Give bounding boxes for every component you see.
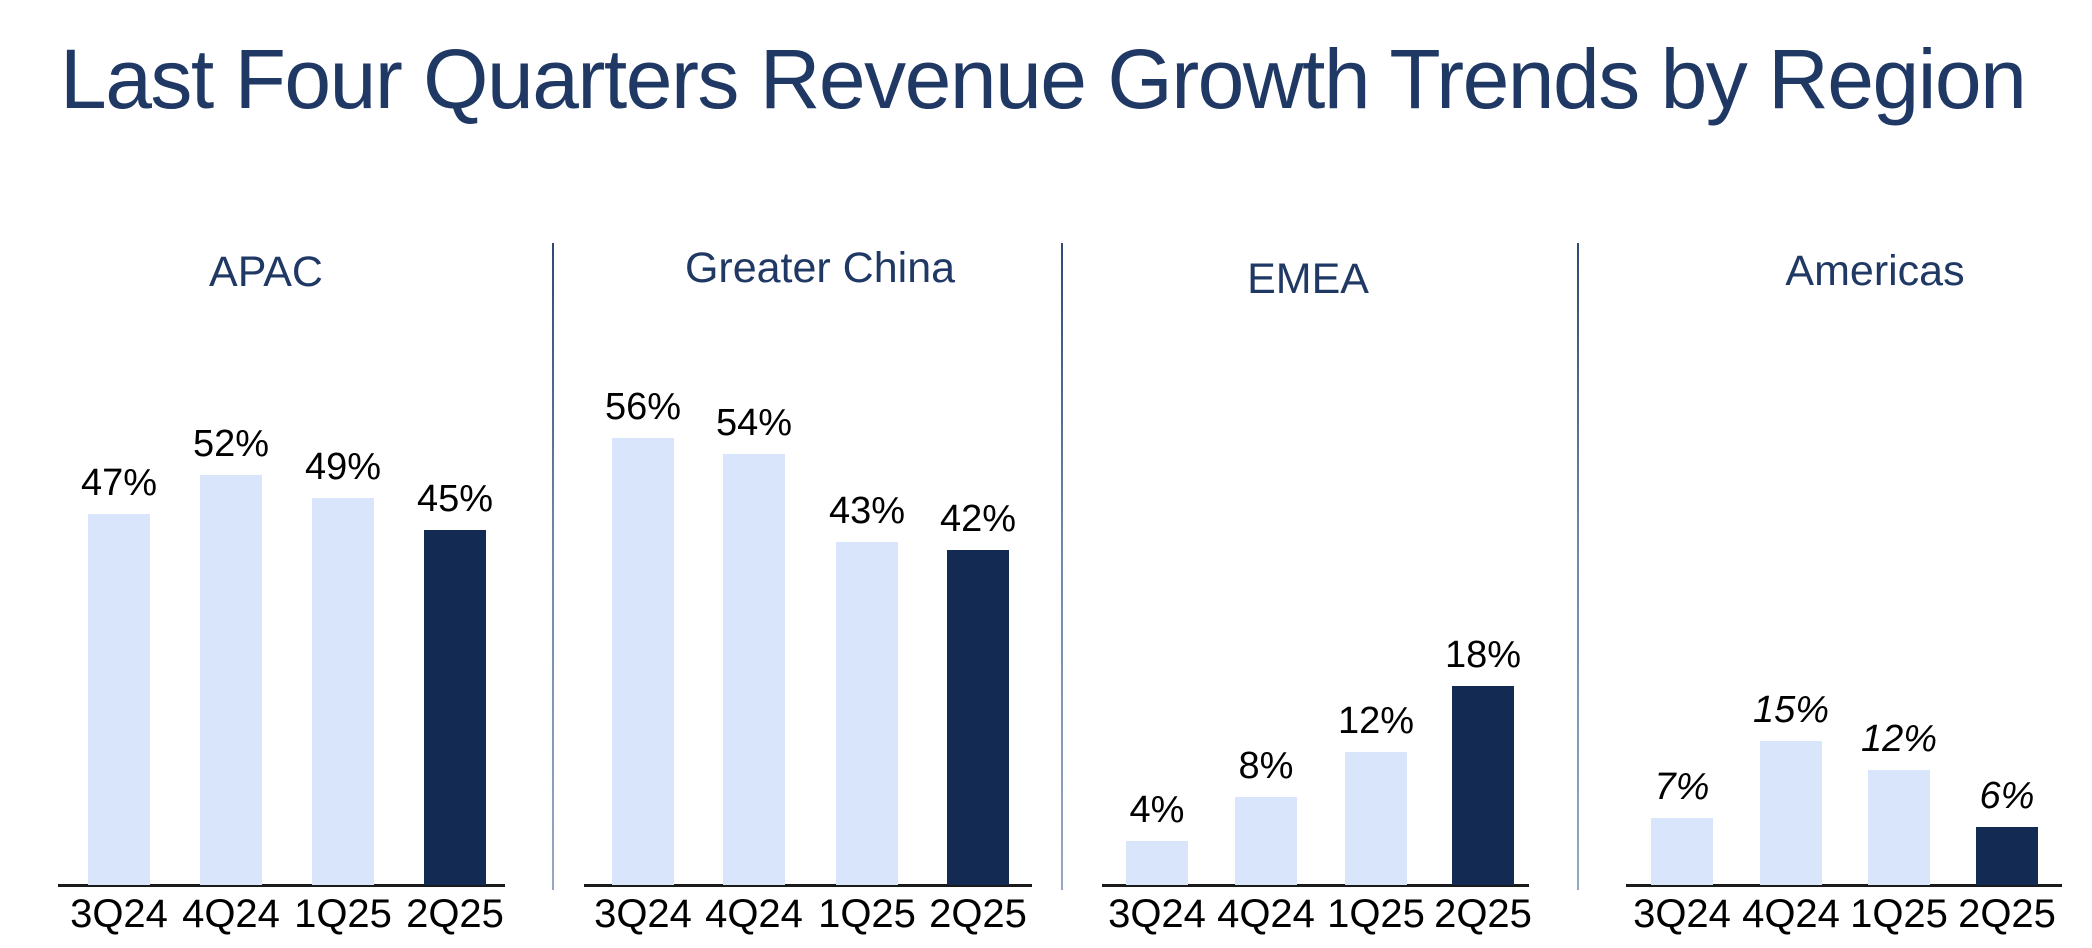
bar-value-label-apac-2q25: 45% [416, 478, 494, 521]
bar-emea-1q25 [1345, 752, 1407, 885]
bar-apac-1q25 [312, 498, 374, 885]
panel-title-apac: APAC [209, 248, 323, 296]
axis-category-label-emea-3q24: 3Q24 [1108, 892, 1206, 936]
bar-americas-1q25 [1868, 770, 1930, 885]
axis-category-label-apac-3q24: 3Q24 [70, 892, 168, 936]
axis-category-label-apac-2q25: 2Q25 [406, 892, 504, 936]
bar-value-label-americas-3q24: 7% [1654, 766, 1710, 809]
bar-emea-4q24 [1235, 797, 1297, 885]
axis-category-label-greater-china-4q24: 4Q24 [705, 892, 803, 936]
bar-value-label-americas-1q25: 12% [1860, 718, 1938, 761]
axis-category-label-apac-1q25: 1Q25 [294, 892, 392, 936]
axis-category-label-americas-4q24: 4Q24 [1742, 892, 1840, 936]
panel-title-greater-china: Greater China [684, 244, 956, 292]
bar-greater-china-1q25 [836, 542, 898, 885]
axis-line-greater-china [584, 884, 1032, 887]
slide-title: Last Four Quarters Revenue Growth Trends… [60, 32, 2027, 126]
axis-category-label-americas-1q25: 1Q25 [1850, 892, 1948, 936]
bar-value-label-greater-china-4q24: 54% [715, 402, 793, 445]
bar-value-label-apac-1q25: 49% [304, 446, 382, 489]
bar-value-label-americas-2q25: 6% [1979, 775, 2035, 818]
bar-value-label-greater-china-3q24: 56% [604, 386, 682, 429]
axis-category-label-apac-4q24: 4Q24 [182, 892, 280, 936]
bar-apac-4q24 [200, 475, 262, 885]
axis-category-label-greater-china-1q25: 1Q25 [818, 892, 916, 936]
bar-americas-2q25 [1976, 827, 2038, 885]
bar-value-label-emea-2q25: 18% [1444, 634, 1522, 677]
bar-apac-3q24 [88, 514, 150, 885]
bar-apac-2q25 [424, 530, 486, 885]
bar-value-label-greater-china-1q25: 43% [828, 490, 906, 533]
panel-title-americas: Americas [1785, 247, 1965, 295]
axis-category-label-emea-1q25: 1Q25 [1327, 892, 1425, 936]
axis-category-label-emea-4q24: 4Q24 [1217, 892, 1315, 936]
axis-line-emea [1102, 884, 1529, 887]
bar-americas-3q24 [1651, 818, 1713, 885]
bar-value-label-emea-1q25: 12% [1337, 700, 1415, 743]
bar-value-label-greater-china-2q25: 42% [939, 498, 1017, 541]
bar-emea-2q25 [1452, 686, 1514, 885]
bar-value-label-emea-3q24: 4% [1129, 789, 1185, 832]
panel-divider [552, 243, 554, 890]
bar-value-label-americas-4q24: 15% [1752, 689, 1830, 732]
axis-category-label-greater-china-2q25: 2Q25 [929, 892, 1027, 936]
bar-emea-3q24 [1126, 841, 1188, 885]
axis-category-label-americas-3q24: 3Q24 [1633, 892, 1731, 936]
bar-greater-china-4q24 [723, 454, 785, 885]
axis-category-label-greater-china-3q24: 3Q24 [594, 892, 692, 936]
axis-line-apac [58, 884, 505, 887]
axis-category-label-americas-2q25: 2Q25 [1958, 892, 2056, 936]
bar-greater-china-2q25 [947, 550, 1009, 885]
bar-value-label-apac-4q24: 52% [192, 423, 270, 466]
panel-title-emea: EMEA [1247, 255, 1369, 303]
bar-americas-4q24 [1760, 741, 1822, 885]
panel-divider [1577, 243, 1579, 890]
axis-line-americas [1626, 884, 2062, 887]
bar-greater-china-3q24 [612, 438, 674, 885]
bar-value-label-apac-3q24: 47% [80, 462, 158, 505]
bar-value-label-emea-4q24: 8% [1238, 745, 1294, 788]
panel-divider [1061, 243, 1063, 890]
axis-category-label-emea-2q25: 2Q25 [1434, 892, 1532, 936]
